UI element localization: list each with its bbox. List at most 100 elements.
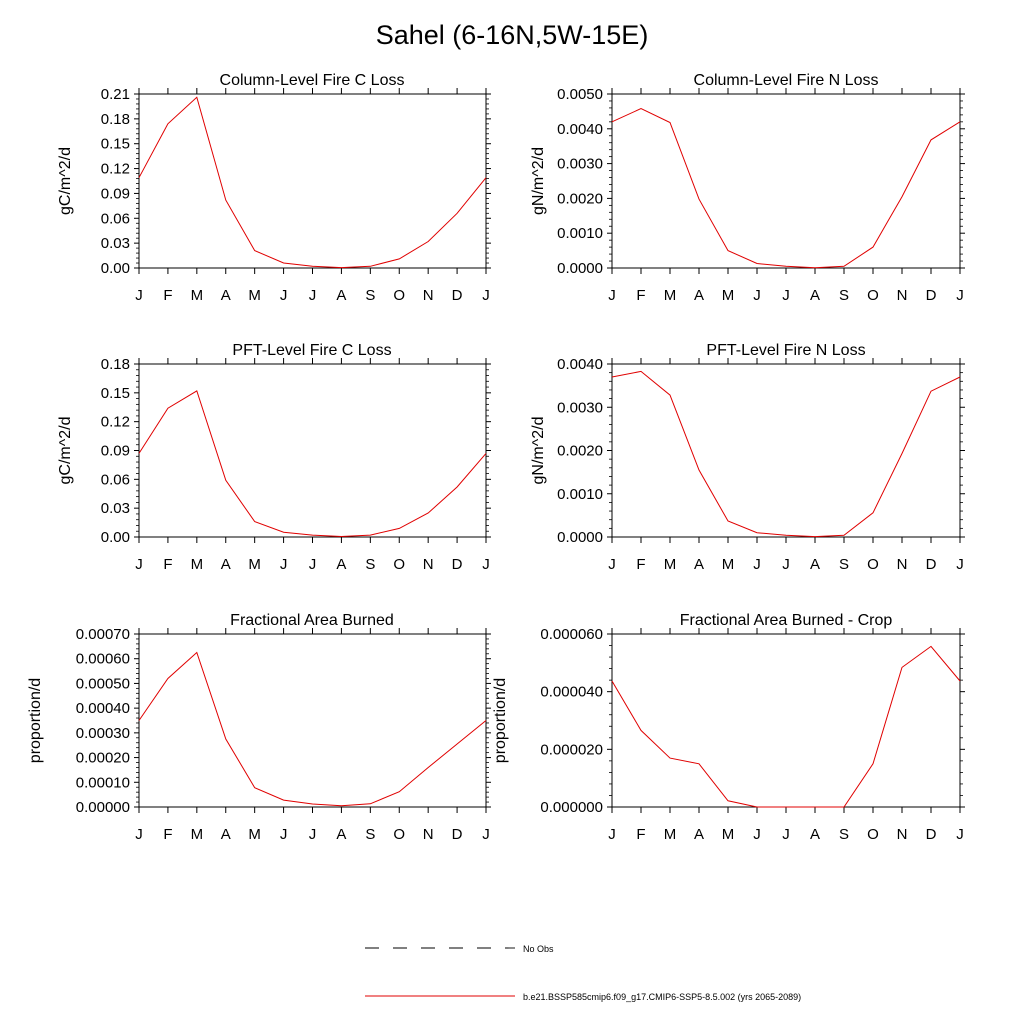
- y-tick-label: 0.06: [101, 471, 130, 488]
- y-tick-label: 0.0030: [557, 399, 603, 416]
- legend: No Obs b.e21.BSSP585cmip6.f09_g17.CMIP6-…: [365, 944, 801, 1002]
- x-tick-label: F: [163, 826, 172, 843]
- x-tick-label: N: [423, 287, 434, 304]
- x-tick-label: N: [423, 826, 434, 843]
- panel-title: Column-Level Fire N Loss: [694, 72, 879, 89]
- y-tick-label: 0.0010: [557, 225, 603, 242]
- x-tick-label: O: [393, 556, 405, 573]
- legend-model-label: b.e21.BSSP585cmip6.f09_g17.CMIP6-SSP5-8.…: [523, 992, 801, 1002]
- y-tick-label: 0.0000: [557, 529, 603, 546]
- y-tick-label: 0.0050: [557, 86, 603, 103]
- y-tick-label: 0.18: [101, 111, 130, 128]
- x-tick-label: S: [365, 287, 375, 304]
- plot-frame: [138, 633, 487, 808]
- panel-title: Column-Level Fire C Loss: [220, 72, 405, 89]
- chart-panel-5: Fractional Area Burned 0.00000 0.00010 0.00…: [27, 612, 491, 843]
- x-tick-label: O: [867, 287, 879, 304]
- y-tick-label: 0.06: [101, 210, 130, 227]
- plot-frame: [611, 633, 961, 808]
- y-tick-label: 0.00070: [76, 626, 130, 643]
- x-tick-label: D: [452, 826, 463, 843]
- x-tick-label: S: [839, 556, 849, 573]
- x-tick-label: F: [163, 556, 172, 573]
- chart-panel-4: PFT-Level Fire N Loss 0.0000 0.0010 0.0020 0…: [530, 342, 965, 573]
- x-tick-label: O: [393, 826, 405, 843]
- y-tick-label: 0.000040: [540, 684, 603, 701]
- y-tick-label: 0.000060: [540, 626, 603, 643]
- series-line: [611, 370, 961, 538]
- panel-title: PFT-Level Fire C Loss: [232, 342, 391, 359]
- y-tick-label: 0.000000: [540, 799, 603, 816]
- x-tick-label: A: [694, 287, 704, 304]
- x-tick-label: J: [482, 556, 490, 573]
- y-tick-label: 0.09: [101, 443, 130, 460]
- x-tick-label: F: [636, 826, 645, 843]
- x-tick-label: J: [782, 287, 790, 304]
- series-line: [138, 390, 487, 538]
- y-tick-label: 0.21: [101, 86, 130, 103]
- y-axis-label: gN/m^2/d: [530, 417, 547, 485]
- x-tick-label: M: [191, 287, 204, 304]
- x-tick-label: A: [221, 826, 231, 843]
- x-tick-label: M: [722, 556, 735, 573]
- x-tick-label: F: [636, 287, 645, 304]
- y-tick-label: 0.0020: [557, 443, 603, 460]
- x-tick-label: N: [897, 826, 908, 843]
- x-tick-label: M: [664, 826, 677, 843]
- y-tick-label: 0.12: [101, 414, 130, 431]
- y-tick-label: 0.00: [101, 260, 130, 277]
- x-tick-label: J: [608, 287, 616, 304]
- y-tick-label: 0.00030: [76, 725, 130, 742]
- x-tick-label: D: [926, 287, 937, 304]
- x-tick-label: J: [135, 556, 143, 573]
- x-tick-label: F: [636, 556, 645, 573]
- series-line: [611, 108, 961, 269]
- plot-frame: [138, 363, 487, 538]
- x-tick-label: J: [309, 556, 317, 573]
- y-tick-label: 0.00040: [76, 700, 130, 717]
- x-tick-label: J: [280, 287, 288, 304]
- x-tick-label: M: [664, 556, 677, 573]
- x-tick-label: S: [365, 826, 375, 843]
- x-tick-label: D: [926, 826, 937, 843]
- y-tick-label: 0.15: [101, 136, 130, 153]
- x-tick-label: N: [423, 556, 434, 573]
- series-line: [138, 651, 487, 807]
- x-tick-label: A: [336, 556, 346, 573]
- series-line: [611, 645, 961, 808]
- x-tick-label: O: [393, 287, 405, 304]
- x-tick-label: O: [867, 556, 879, 573]
- x-tick-label: J: [782, 556, 790, 573]
- chart-panel-6: Fractional Area Burned - Crop 0.000000 0.0…: [492, 612, 965, 843]
- y-tick-label: 0.00050: [76, 675, 130, 692]
- y-tick-label: 0.0040: [557, 121, 603, 138]
- y-axis-label: proportion/d: [27, 678, 44, 763]
- x-tick-label: A: [810, 826, 820, 843]
- x-tick-label: M: [722, 287, 735, 304]
- x-tick-label: M: [248, 287, 261, 304]
- x-tick-label: N: [897, 287, 908, 304]
- figure-title: Sahel (6-16N,5W-15E): [375, 20, 649, 50]
- x-tick-label: S: [839, 826, 849, 843]
- y-tick-label: 0.00010: [76, 774, 130, 791]
- legend-obs-label: No Obs: [523, 944, 554, 954]
- x-tick-label: J: [753, 556, 761, 573]
- x-tick-label: M: [191, 826, 204, 843]
- x-tick-label: J: [135, 287, 143, 304]
- x-tick-label: S: [839, 287, 849, 304]
- y-tick-label: 0.18: [101, 356, 130, 373]
- x-tick-label: A: [336, 287, 346, 304]
- y-axis-label: gC/m^2/d: [57, 417, 74, 485]
- x-tick-label: A: [221, 287, 231, 304]
- x-tick-label: D: [926, 556, 937, 573]
- x-tick-label: M: [722, 826, 735, 843]
- x-tick-label: M: [664, 287, 677, 304]
- plot-frame: [138, 93, 487, 269]
- y-tick-label: 0.000020: [540, 741, 603, 758]
- x-tick-label: A: [221, 556, 231, 573]
- x-tick-label: J: [753, 826, 761, 843]
- panel-title: Fractional Area Burned: [230, 612, 394, 629]
- x-tick-label: J: [309, 826, 317, 843]
- x-tick-label: J: [608, 556, 616, 573]
- y-tick-label: 0.00060: [76, 651, 130, 668]
